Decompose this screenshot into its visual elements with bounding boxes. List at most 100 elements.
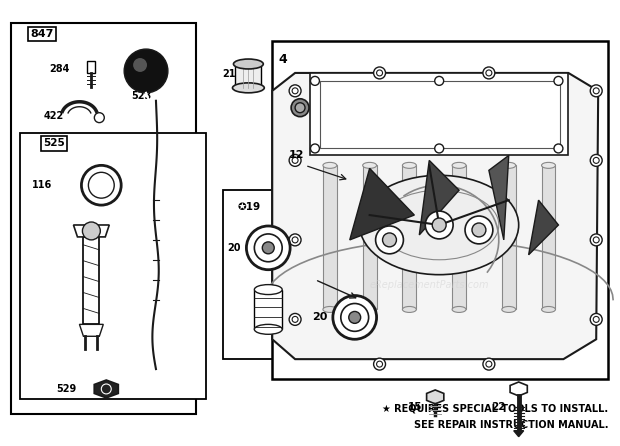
Ellipse shape — [363, 162, 376, 168]
Text: 284: 284 — [50, 64, 70, 74]
Text: 22: 22 — [491, 402, 505, 412]
Polygon shape — [529, 200, 559, 255]
Bar — [20, 132, 206, 399]
Circle shape — [246, 226, 290, 270]
Circle shape — [374, 67, 386, 79]
Circle shape — [593, 88, 599, 94]
Circle shape — [383, 233, 396, 247]
Bar — [223, 190, 315, 359]
Bar — [363, 165, 376, 310]
Circle shape — [376, 70, 383, 76]
Circle shape — [101, 384, 111, 394]
Text: ✪19: ✪19 — [237, 202, 260, 212]
Circle shape — [82, 222, 100, 240]
Circle shape — [554, 76, 563, 85]
Circle shape — [472, 223, 486, 237]
Text: 21: 21 — [223, 69, 236, 79]
Circle shape — [289, 314, 301, 326]
Ellipse shape — [541, 306, 556, 313]
Circle shape — [311, 76, 319, 85]
Ellipse shape — [502, 306, 516, 313]
Circle shape — [81, 165, 121, 205]
Circle shape — [292, 316, 298, 322]
Ellipse shape — [379, 190, 499, 260]
Text: 847: 847 — [30, 29, 53, 39]
Circle shape — [311, 144, 319, 153]
Text: 4: 4 — [278, 53, 287, 66]
Ellipse shape — [254, 324, 282, 334]
Circle shape — [435, 76, 444, 85]
Text: 523: 523 — [131, 91, 151, 101]
Polygon shape — [514, 431, 524, 437]
Bar — [541, 165, 556, 310]
Circle shape — [376, 361, 383, 367]
Circle shape — [124, 49, 168, 93]
Ellipse shape — [323, 306, 337, 313]
Ellipse shape — [402, 162, 417, 168]
Circle shape — [133, 58, 147, 72]
Circle shape — [292, 157, 298, 163]
Polygon shape — [510, 382, 527, 396]
Ellipse shape — [541, 162, 556, 168]
Bar — [236, 64, 261, 88]
Circle shape — [333, 296, 376, 339]
Circle shape — [590, 85, 602, 97]
Circle shape — [376, 226, 404, 254]
Text: 116: 116 — [32, 180, 52, 190]
Polygon shape — [427, 390, 444, 404]
Text: 529: 529 — [56, 384, 77, 394]
Text: 422: 422 — [43, 111, 64, 121]
Circle shape — [590, 314, 602, 326]
Circle shape — [289, 154, 301, 166]
Polygon shape — [419, 161, 459, 235]
Circle shape — [374, 358, 386, 370]
Ellipse shape — [360, 175, 519, 275]
Circle shape — [291, 99, 309, 117]
Ellipse shape — [452, 162, 466, 168]
Circle shape — [593, 237, 599, 243]
Ellipse shape — [402, 306, 417, 313]
Bar — [402, 165, 417, 310]
Bar — [84, 237, 99, 324]
Bar — [87, 61, 95, 73]
Bar — [502, 165, 516, 310]
Circle shape — [94, 113, 104, 123]
Circle shape — [292, 237, 298, 243]
Circle shape — [590, 154, 602, 166]
Text: ★ REQUIRES SPECIAL TOOLS TO INSTALL.: ★ REQUIRES SPECIAL TOOLS TO INSTALL. — [382, 404, 608, 414]
Polygon shape — [94, 380, 118, 398]
Bar — [320, 81, 560, 149]
Circle shape — [289, 234, 301, 246]
Ellipse shape — [254, 285, 282, 294]
Circle shape — [295, 103, 305, 113]
Ellipse shape — [323, 162, 337, 168]
Circle shape — [465, 216, 493, 244]
Circle shape — [432, 218, 446, 232]
Polygon shape — [310, 73, 569, 155]
Polygon shape — [272, 73, 598, 359]
Circle shape — [593, 316, 599, 322]
Circle shape — [89, 172, 114, 198]
Polygon shape — [74, 225, 109, 237]
Circle shape — [425, 211, 453, 239]
Circle shape — [486, 361, 492, 367]
Circle shape — [554, 144, 563, 153]
Bar — [11, 23, 196, 414]
Text: 12: 12 — [289, 150, 304, 161]
Text: 15: 15 — [407, 402, 422, 412]
Circle shape — [483, 358, 495, 370]
Polygon shape — [489, 155, 509, 240]
Text: 525: 525 — [43, 139, 64, 149]
Circle shape — [262, 242, 274, 254]
Ellipse shape — [232, 83, 264, 93]
Circle shape — [289, 85, 301, 97]
Ellipse shape — [502, 162, 516, 168]
Ellipse shape — [234, 59, 264, 69]
Circle shape — [435, 144, 444, 153]
Polygon shape — [350, 168, 414, 240]
Text: SEE REPAIR INSTRUCTION MANUAL.: SEE REPAIR INSTRUCTION MANUAL. — [414, 420, 608, 430]
Circle shape — [341, 303, 369, 331]
Circle shape — [292, 88, 298, 94]
Bar — [254, 289, 282, 329]
Circle shape — [254, 234, 282, 262]
